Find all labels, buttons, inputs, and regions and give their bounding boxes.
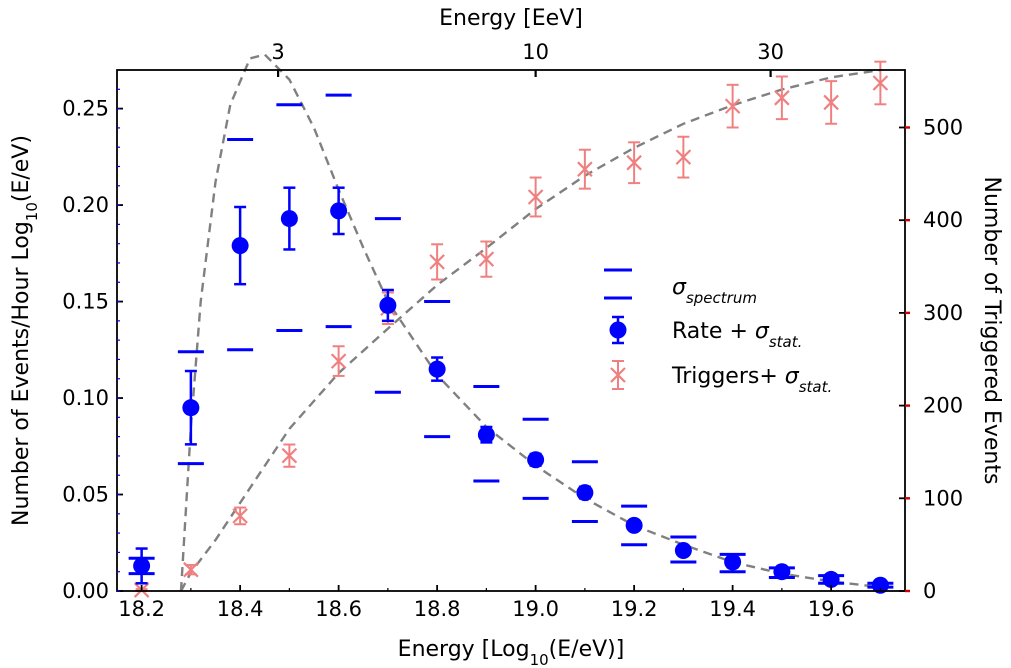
rate-point (527, 451, 545, 469)
axes: 18.2 18.4 18.6 18.8 19.0 19.2 19.4 19.6 Energy [… (9, 6, 1004, 668)
y-left-tick-label: 0.15 (62, 290, 109, 314)
y-right-tick-label: 300 (923, 301, 963, 325)
rate-point (428, 360, 446, 378)
trigger-point (724, 98, 741, 114)
trigger-point (281, 447, 298, 464)
fit-curve-1 (179, 53, 881, 592)
trigger-point (429, 254, 445, 270)
x-top-tick-label: 3 (271, 40, 284, 64)
legend-label: σspectrum (672, 275, 757, 307)
legend-label: Rate + σstat. (672, 319, 802, 351)
legend-cross-symbol (610, 367, 626, 383)
y-right-tick-label: 0 (923, 579, 936, 603)
rate-point (477, 426, 495, 444)
y-left-tick-label: 0.25 (62, 97, 109, 121)
rate-point (576, 484, 594, 502)
rate-point (231, 237, 249, 255)
legend-dot-symbol (609, 321, 627, 339)
y-left-tick-label: 0.10 (62, 386, 109, 410)
x-tick-label: 19.4 (709, 597, 756, 621)
x-top-tick-label: 30 (757, 40, 784, 64)
rate-point (280, 210, 298, 228)
rate-point (773, 563, 791, 581)
trigger-point (626, 154, 642, 171)
rate-series (133, 186, 889, 594)
x-tick-label: 18.2 (118, 597, 165, 621)
trigger-point (872, 75, 889, 91)
y-right-tick-label: 100 (923, 486, 963, 510)
trigger-point (577, 161, 593, 177)
x-tick-label: 18.6 (315, 597, 362, 621)
y-right-tick-label: 500 (923, 115, 963, 139)
x-top-axis-title: Energy [EeV] (439, 6, 583, 31)
trigger-point (478, 251, 495, 267)
legend-label: Triggers+ σstat. (671, 364, 832, 396)
trigger-point (527, 189, 544, 205)
rate-point (674, 541, 692, 559)
rate-point (625, 516, 643, 534)
spectrum-band (128, 93, 894, 589)
x-tick-label: 19.2 (611, 597, 658, 621)
rate-point (182, 399, 200, 417)
rate-point (330, 202, 348, 220)
fit-curves (179, 53, 881, 592)
x-tick-label: 18.8 (414, 597, 461, 621)
x-top-tick-label: 10 (522, 40, 549, 64)
rate-point (871, 576, 889, 594)
legend: σspectrum Rate + σstat. Triggers+ σstat. (604, 268, 832, 396)
y-left-tick-label: 0.00 (62, 579, 109, 603)
trigger-point (183, 561, 199, 578)
trigger-point (675, 149, 692, 165)
y-right-tick-label: 400 (923, 208, 963, 232)
triggers-series (133, 60, 889, 598)
rate-point (133, 557, 151, 575)
plot-frame (116, 69, 906, 592)
fit-curve-2 (179, 68, 881, 592)
y-right-axis-title: Number of Triggered Events (979, 177, 1004, 485)
y-right-tick-label: 200 (923, 394, 963, 418)
trigger-point (774, 90, 790, 106)
x-axis-title: Energy [Log10(E/eV)] (398, 637, 625, 668)
x-tick-label: 19.0 (512, 597, 559, 621)
trigger-point (232, 508, 248, 524)
rate-point (724, 553, 742, 571)
trigger-point (823, 94, 839, 111)
trigger-point (330, 353, 347, 369)
x-tick-label: 18.4 (217, 597, 264, 621)
y-left-axis-title: Number of Events/Hour Log10(E/eV) (9, 135, 41, 526)
x-tick-label: 19.6 (808, 597, 855, 621)
y-left-tick-label: 0.05 (62, 483, 109, 507)
y-left-tick-label: 0.20 (62, 193, 109, 217)
rate-point (822, 570, 840, 588)
rate-point (379, 296, 397, 314)
